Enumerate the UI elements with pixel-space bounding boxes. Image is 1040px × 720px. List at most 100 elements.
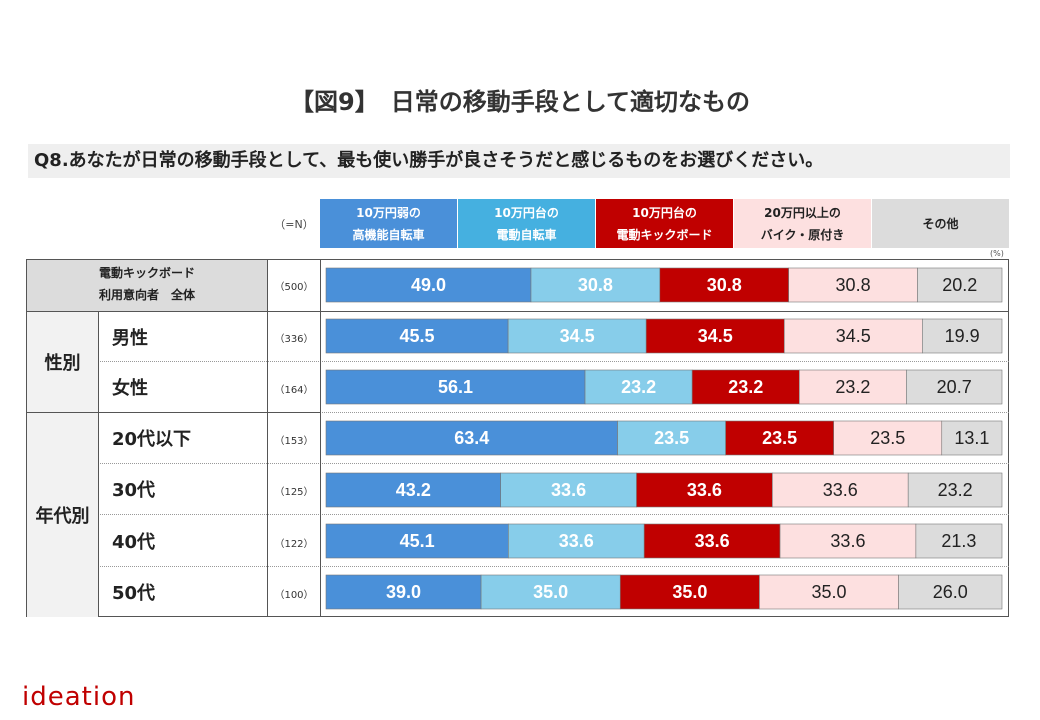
- data-label-3-row-2: 34.5: [698, 326, 733, 346]
- group-label-age: 年代別: [35, 506, 90, 527]
- data-label-3-row-1: 30.8: [707, 275, 742, 295]
- data-label-5-row-2: 19.9: [945, 326, 980, 346]
- data-label-4-row-2: 34.5: [836, 326, 871, 346]
- column-divider: [267, 259, 268, 617]
- bar-segment-5-row-5: [907, 472, 1003, 508]
- sample-size-male: （336）: [274, 334, 314, 345]
- data-label-5-row-5: 23.2: [938, 480, 973, 500]
- legend-label-line2: 電動自転車: [496, 227, 557, 242]
- bar-segment-3-row-1: [659, 267, 789, 303]
- bar-segment-1-row-2: [325, 318, 509, 354]
- data-label-2-row-7: 35.0: [533, 582, 568, 602]
- legend-electric-bicycle: 10万円台の 電動自転車: [458, 199, 596, 248]
- total-label-cell: [27, 260, 267, 311]
- data-label-3-row-3: 23.2: [728, 377, 763, 397]
- column-divider: [320, 259, 321, 617]
- row-divider: [26, 412, 320, 413]
- bar-segment-5-row-2: [922, 318, 1003, 354]
- data-label-1-row-6: 45.1: [400, 531, 435, 551]
- legend-label-line1: その他: [922, 216, 959, 231]
- bar-segment-1-row-6: [325, 523, 509, 559]
- data-label-5-row-3: 20.7: [937, 377, 972, 397]
- column-divider: [98, 311, 99, 617]
- row-divider: [320, 412, 1009, 413]
- row-divider: [98, 361, 1009, 362]
- bar-segment-1-row-1: [325, 267, 532, 303]
- data-label-2-row-4: 23.5: [654, 428, 689, 448]
- data-label-3-row-4: 23.5: [762, 428, 797, 448]
- table-frame: [26, 259, 1009, 617]
- sample-size-20s-under: （153）: [274, 436, 314, 447]
- data-label-5-row-7: 26.0: [933, 582, 968, 602]
- data-label-1-row-3: 56.1: [438, 377, 473, 397]
- bar-segment-3-row-4: [725, 420, 834, 456]
- row-divider: [98, 514, 1009, 515]
- bar-segment-3-row-6: [643, 523, 781, 559]
- bar-segment-1-row-4: [325, 420, 618, 456]
- gender-group-cell: [27, 312, 98, 412]
- data-label-2-row-5: 33.6: [551, 480, 586, 500]
- chart-title: 【図9】 日常の移動手段として適切なもの: [290, 88, 750, 116]
- bar-segment-5-row-7: [898, 574, 1003, 610]
- data-label-5-row-4: 13.1: [954, 428, 989, 448]
- row-label-male: 男性: [112, 328, 148, 349]
- group-label-gender: 性別: [44, 353, 81, 374]
- age-group-cell: [27, 413, 98, 617]
- data-label-1-row-7: 39.0: [386, 582, 421, 602]
- bar-segment-2-row-5: [500, 472, 637, 508]
- data-label-2-row-3: 23.2: [621, 377, 656, 397]
- legend-label-line2: 高機能自転車: [352, 227, 425, 242]
- row-divider: [98, 566, 1009, 567]
- bar-segment-2-row-6: [508, 523, 645, 559]
- bar-segment-1-row-3: [325, 369, 586, 405]
- legend-motorbike: 20万円以上の バイク・原付き: [734, 199, 872, 248]
- data-label-4-row-5: 33.6: [823, 480, 858, 500]
- ideation-logo: ideation: [22, 682, 136, 712]
- sample-size-total: （500）: [274, 282, 314, 293]
- bar-segment-2-row-4: [617, 420, 726, 456]
- bar-segment-3-row-3: [691, 369, 800, 405]
- bar-segment-1-row-5: [325, 472, 501, 508]
- data-label-3-row-7: 35.0: [672, 582, 707, 602]
- data-label-5-row-6: 21.3: [941, 531, 976, 551]
- bar-segment-5-row-1: [917, 267, 1003, 303]
- legend-label-line1: 10万円台の: [632, 205, 697, 220]
- legend-label-line1: 20万円以上の: [764, 205, 841, 220]
- bar-segment-3-row-2: [645, 318, 785, 354]
- bar-segment-1-row-7: [325, 574, 482, 610]
- row-divider: [98, 463, 1009, 464]
- total-label-line2: 利用意向者 全体: [98, 288, 195, 302]
- bar-segment-2-row-2: [507, 318, 647, 354]
- legend-label-line1: 10万円弱の: [356, 205, 421, 220]
- row-divider: [26, 311, 1009, 312]
- total-label-line1: 電動キックボード: [98, 266, 195, 280]
- sample-size-30s: （125）: [274, 487, 314, 498]
- sample-size-female: （164）: [274, 385, 314, 396]
- row-label-40s: 40代: [112, 531, 156, 553]
- bar-segment-2-row-7: [480, 574, 621, 610]
- n-header: （=N）: [274, 218, 314, 231]
- bar-segment-2-row-1: [530, 267, 661, 303]
- percent-unit: (%): [990, 249, 1004, 258]
- bar-segment-4-row-1: [788, 267, 918, 303]
- data-label-3-row-6: 33.6: [695, 531, 730, 551]
- row-label-20s-under: 20代以下: [112, 429, 192, 450]
- data-label-3-row-5: 33.6: [687, 480, 722, 500]
- legend-electric-kickboard: 10万円台の 電動キックボード: [596, 199, 734, 248]
- row-label-30s: 30代: [112, 480, 156, 501]
- sample-size-50s: （100）: [274, 590, 314, 601]
- bar-segment-4-row-2: [783, 318, 923, 354]
- bar-segment-4-row-6: [779, 523, 917, 559]
- legend-label-line2: バイク・原付き: [760, 227, 845, 242]
- data-label-4-row-3: 23.2: [835, 377, 870, 397]
- bar-segment-3-row-7: [619, 574, 760, 610]
- data-label-1-row-1: 49.0: [411, 275, 446, 295]
- bar-segment-5-row-4: [941, 420, 1003, 456]
- legend-label-line2: 電動キックボード: [616, 227, 713, 242]
- data-label-1-row-5: 43.2: [396, 480, 431, 500]
- bar-segment-4-row-4: [833, 420, 943, 456]
- row-label-50s: 50代: [112, 583, 156, 604]
- bar-segment-3-row-5: [636, 472, 773, 508]
- data-label-1-row-2: 45.5: [400, 326, 435, 346]
- row-label-female: 女性: [112, 378, 148, 399]
